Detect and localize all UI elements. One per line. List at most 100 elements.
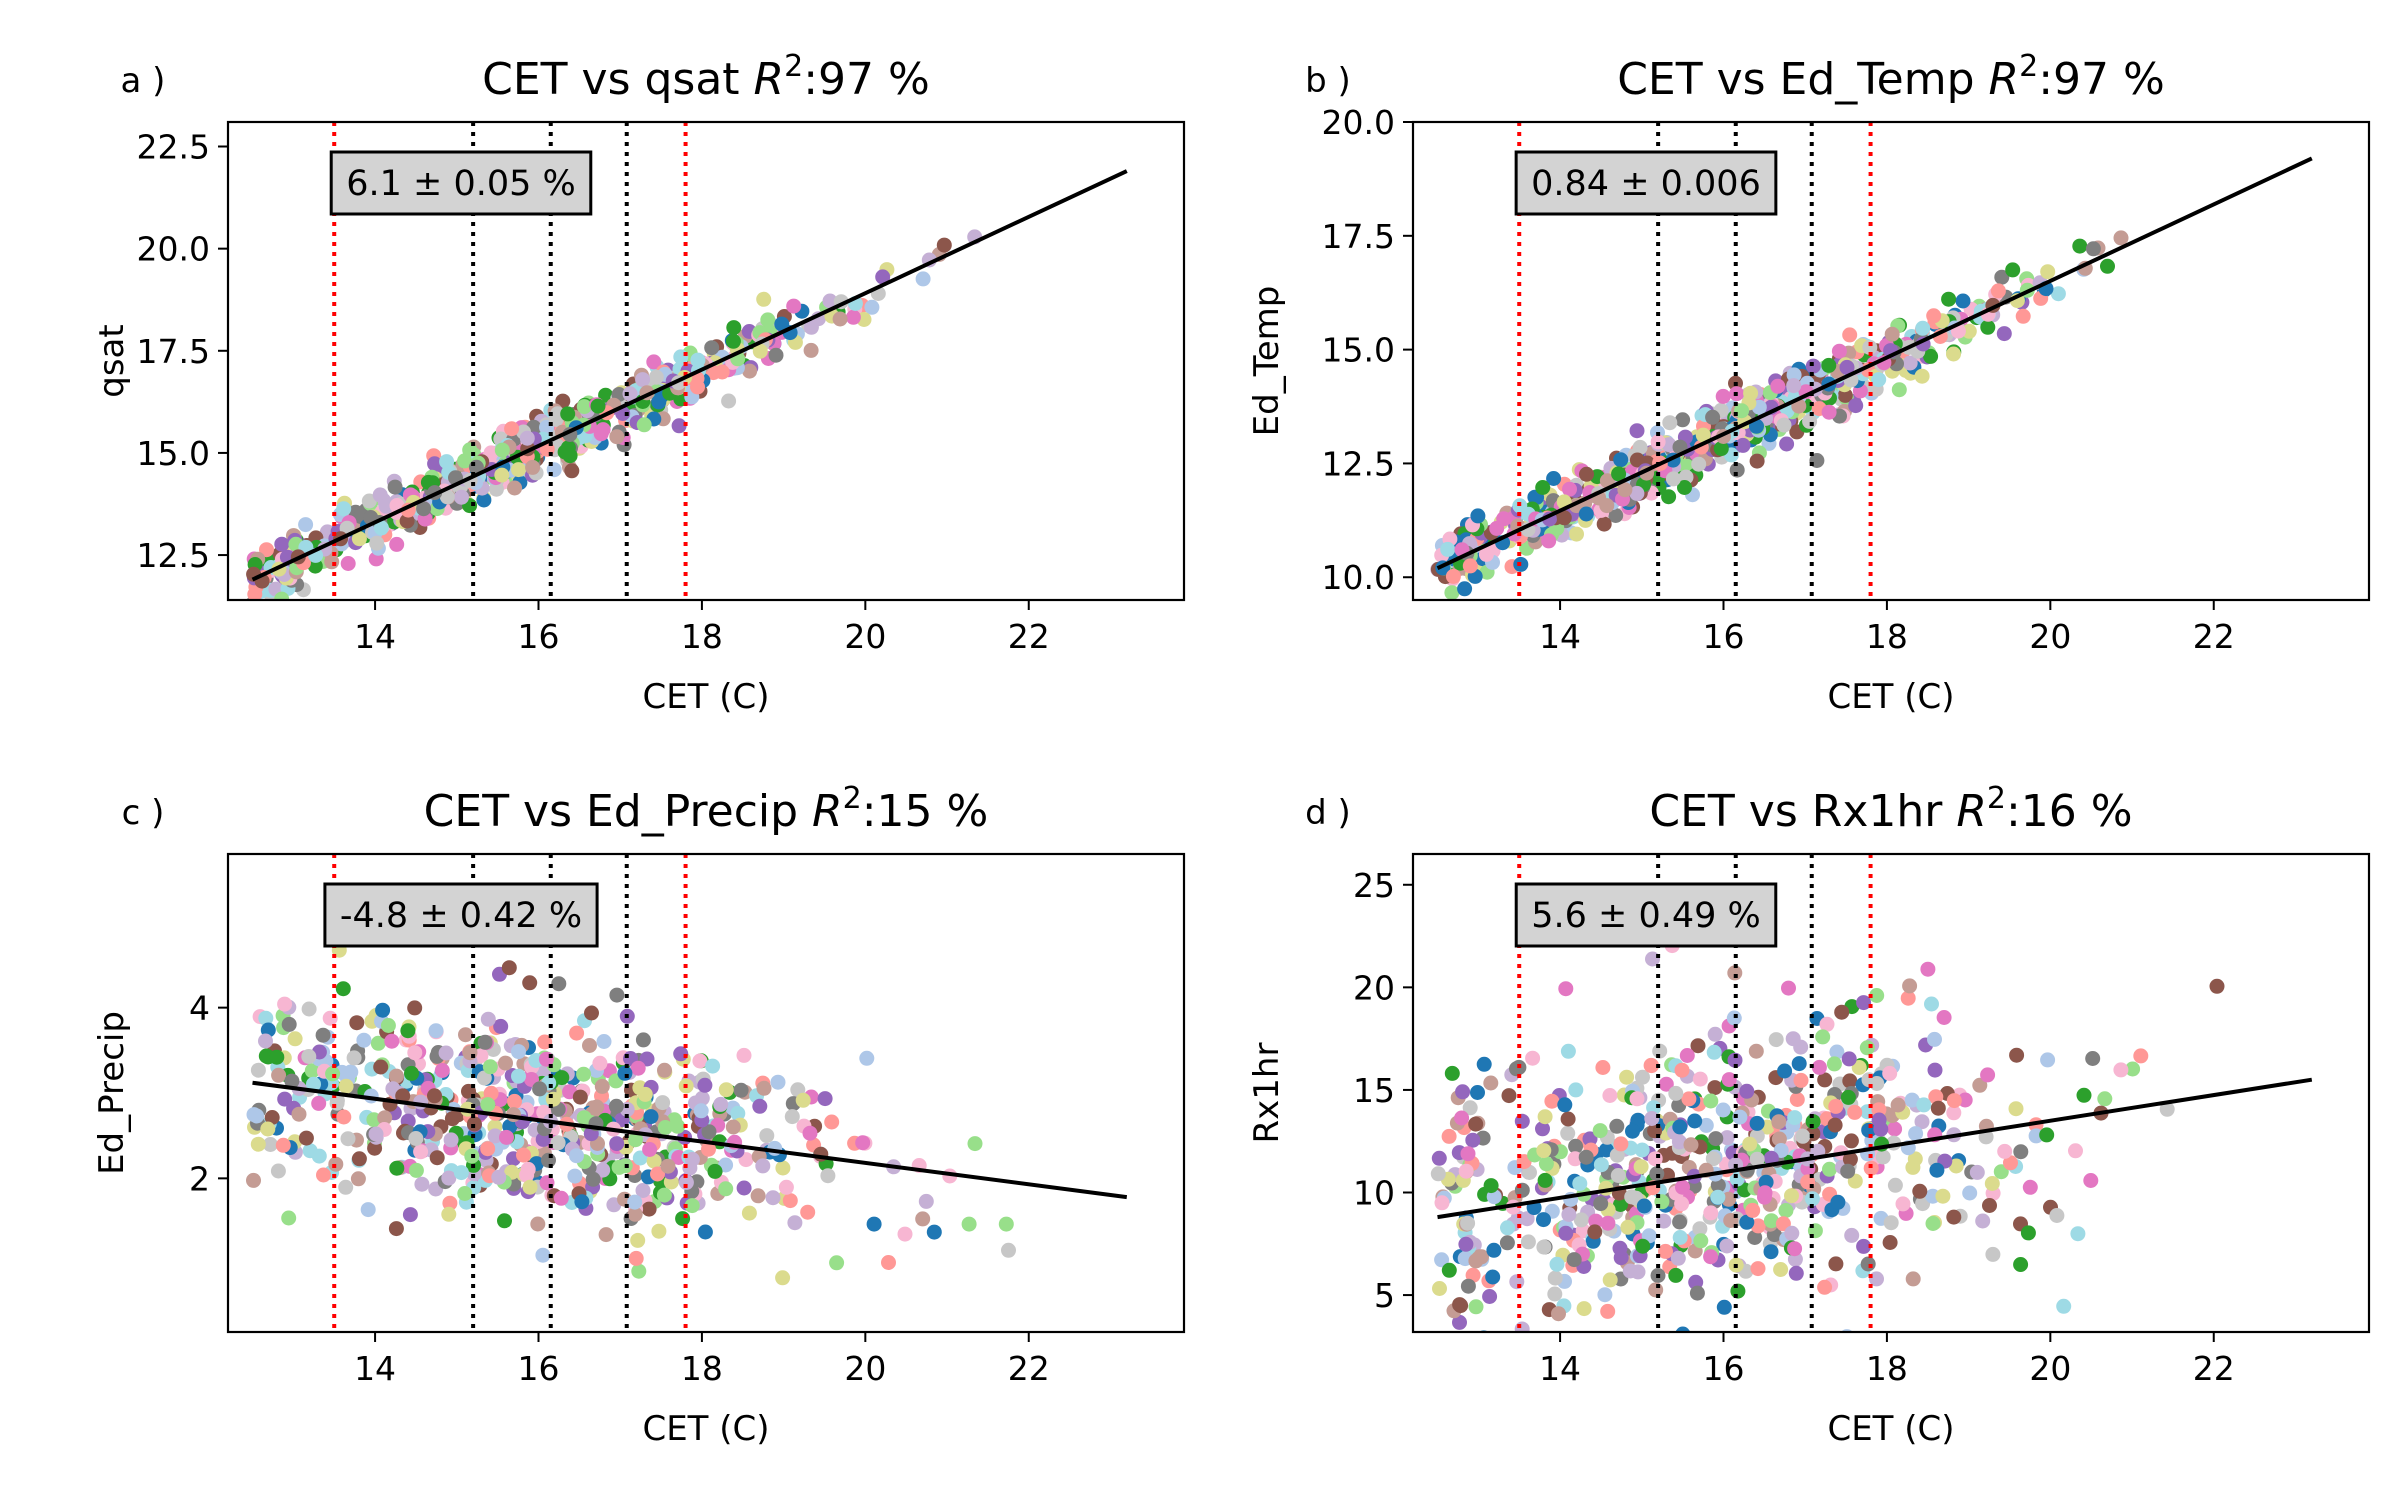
scatter-point [1561,1207,1577,1222]
scatter-point [1739,1083,1755,1099]
annotation-box: -4.8 ± 0.42 % [323,882,599,948]
scatter-point [325,1066,341,1082]
scatter-point [1771,1114,1787,1130]
scatter-point [1706,1044,1722,1060]
scatter-point [1848,398,1864,414]
scatter-point [701,1124,717,1140]
x-tick-label: 18 [1866,1349,1908,1388]
scatter-point [1914,1114,1930,1130]
scatter-point [1703,1093,1719,1109]
panel-4: 14 16 18 20 22 5 10 15 20 25 CET (C) Rx1hr CET vs Rx… [1247,781,2371,1449]
scatter-point [1905,1271,1921,1287]
scatter-point [822,293,838,309]
scatter-point [1568,1138,1584,1154]
scatter-point [1519,1211,1535,1227]
scatter-point [1721,1072,1737,1088]
scatter-point [1681,1091,1697,1107]
scatter-point [258,1033,273,1049]
scatter-point [507,480,523,496]
scatter-point [316,1167,331,1183]
scatter-point [1834,1004,1850,1020]
scatter-point [1441,1262,1457,1278]
scatter-point [457,1186,473,1201]
scatter-point [1578,1149,1594,1165]
scatter-point [1735,437,1751,453]
scatter-point [1611,466,1627,482]
scatter-point [598,1227,614,1243]
scatter-point [707,1163,723,1179]
scatter-point [1791,1056,1807,1072]
y-tick-label: 10 [1353,1173,1395,1212]
scatter-point [1665,471,1681,487]
scatter-point [1946,1209,1962,1225]
scatter-point [384,1033,400,1049]
scatter-point [1707,1080,1723,1096]
scatter-point [1763,1150,1779,1166]
scatter-point [1674,1062,1690,1078]
scatter-point [567,1168,583,1184]
scatter-point [641,1201,657,1217]
scatter-point [936,237,952,253]
scatter-point [1822,1161,1837,1177]
scatter-point [657,1062,672,1078]
scatter-point [1839,359,1855,375]
scatter-point [1485,1336,1500,1351]
scatter-points [1430,230,2129,600]
scatter-point [1679,1048,1695,1063]
annotation-text: -4.8 ± 0.42 % [340,896,582,936]
scatter-point [590,398,606,414]
scatter-point [1760,1343,1775,1358]
scatter-point [1613,452,1629,468]
scatter-point [346,1050,362,1066]
scatter-point [733,1082,749,1098]
scatter-point [1462,1100,1478,1116]
scatter-point [1668,1267,1684,1283]
scatter-point [1689,1285,1705,1301]
scatter-point [356,1032,372,1048]
scatter-point [480,1141,496,1157]
scatter-point [628,1132,643,1148]
scatter-point [778,1179,794,1195]
scatter-point [1569,526,1584,542]
scatter-point [260,1121,276,1137]
scatter-point [595,1162,611,1178]
x-tick-label: 16 [517,617,559,656]
y-tick-label: 5 [1374,1276,1395,1315]
scatter-point [675,1211,691,1227]
scatter-point [1907,1151,1923,1167]
scatter-point [504,421,520,437]
scatter-point [311,1148,327,1164]
scatter-point [429,1150,445,1166]
scatter-point [1432,1281,1447,1296]
scatter-point [875,269,891,285]
scatter-point [2113,230,2129,246]
scatter-point [434,1063,450,1078]
scatter-point [1622,1263,1638,1279]
scatter-point [1871,372,1887,388]
x-tick-label: 22 [2193,617,2235,656]
axes-frame [226,852,1186,1334]
scatter-point [1703,1205,1719,1221]
x-tick-label: 14 [354,617,396,656]
scatter-point [1650,434,1666,450]
scatter-point [1784,1225,1800,1241]
scatter-point [399,513,415,529]
scatter-point [1647,1151,1663,1167]
scatter-point [250,1062,266,1078]
annotation-box: 0.84 ± 0.006 [1514,150,1778,216]
scatter-point [1470,1085,1485,1100]
scatter-point [1560,1043,1576,1059]
scatter-point [1462,558,1478,574]
scatter-point [1693,1233,1709,1249]
scatter-point [1895,1196,1911,1212]
scatter-point [1597,1287,1613,1303]
scatter-point [832,311,848,327]
x-tick-label: 14 [1539,617,1581,656]
scatter-point [519,1167,535,1183]
scatter-point [2040,264,2056,280]
panel-label: a ) [121,61,166,101]
scatter-point [511,1044,526,1060]
scatter-point [1828,1098,1844,1114]
scatter-point [1802,413,1818,429]
scatter-point [439,489,455,505]
